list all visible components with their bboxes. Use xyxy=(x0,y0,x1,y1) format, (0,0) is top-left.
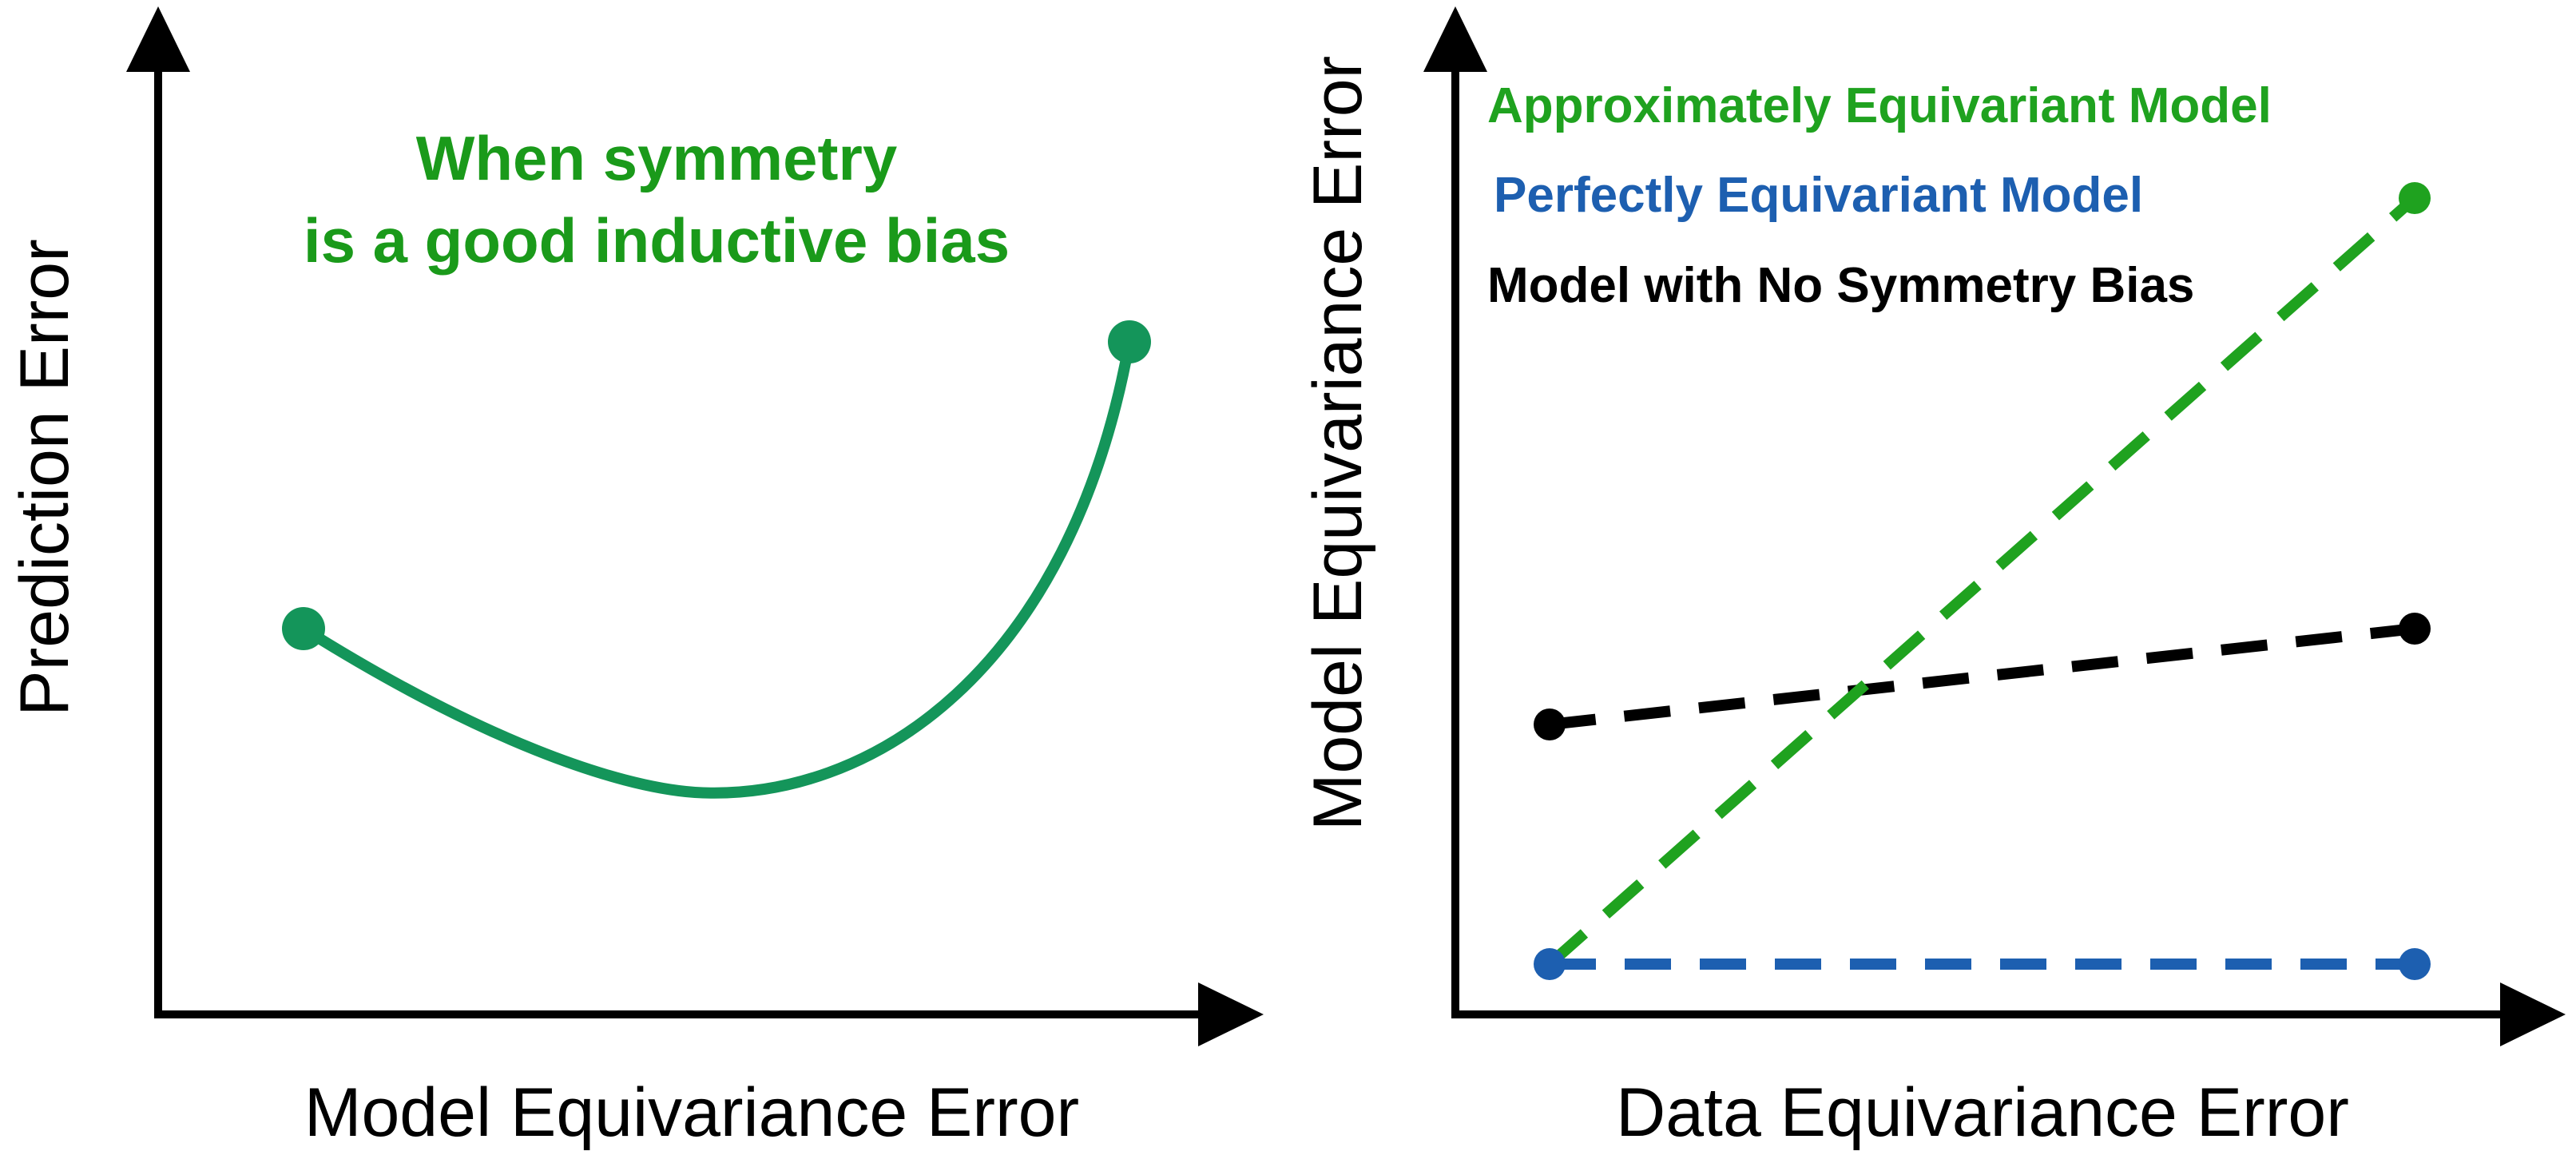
annotation-line-2: is a good inductive bias xyxy=(304,205,1010,276)
legend-perfectly-equivariant: Perfectly Equivariant Model xyxy=(1494,168,2143,223)
right-axes xyxy=(1423,6,2566,1046)
equivariant-shared-start xyxy=(1534,948,1566,980)
left-y-axis-title: Prediction Error xyxy=(6,239,83,716)
left-y-arrowhead xyxy=(126,6,190,72)
prediction-error-curve xyxy=(298,336,1135,799)
no-symmetry-bias-start xyxy=(1534,708,1566,740)
right-x-arrowhead xyxy=(2500,982,2566,1046)
left-x-axis-title: Model Equivariance Error xyxy=(304,1074,1079,1151)
right-x-axis-title: Data Equivariance Error xyxy=(1616,1074,2349,1151)
no-symmetry-bias-end xyxy=(2399,613,2431,645)
curve-end-point xyxy=(1108,320,1151,363)
right-y-arrowhead xyxy=(1423,6,1487,72)
right-y-axis-title: Model Equivariance Error xyxy=(1300,56,1376,831)
right-plot: Approximately Equivariant Model Perfectl… xyxy=(1300,6,2566,1151)
no-symmetry-bias-line xyxy=(1549,623,2415,730)
left-plot: When symmetry is a good inductive bias M… xyxy=(6,6,1264,1151)
approximately-equivariant-line xyxy=(1546,193,2419,969)
legend-approximately-equivariant: Approximately Equivariant Model xyxy=(1487,78,2272,133)
curve-start-point xyxy=(282,607,325,650)
perfectly-equivariant-end xyxy=(2399,948,2431,980)
legend: Approximately Equivariant Model Perfectl… xyxy=(1487,78,2272,313)
legend-no-symmetry-bias: Model with No Symmetry Bias xyxy=(1487,258,2194,313)
approximately-equivariant-end xyxy=(2399,182,2431,214)
left-axes xyxy=(126,6,1264,1046)
left-x-arrowhead xyxy=(1198,982,1264,1046)
annotation-line-1: When symmetry xyxy=(416,123,898,193)
